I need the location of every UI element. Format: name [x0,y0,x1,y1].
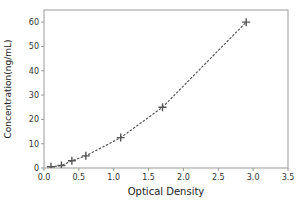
x-tick-label: 0.5 [72,173,85,182]
y-tick-label: 20 [29,115,39,124]
x-tick [288,168,289,171]
data-line [51,22,246,167]
y-tick-label: 10 [29,140,39,149]
y-tick [41,119,44,120]
x-tick-label: 1.0 [107,173,120,182]
y-tick-label: 0 [34,164,39,173]
x-tick-label: 3.5 [282,173,295,182]
x-tick-label: 2.0 [177,173,190,182]
y-tick-label: 30 [29,91,39,100]
y-tick-label: 40 [29,67,39,76]
data-point [57,162,65,168]
x-axis-label: Optical Density [128,186,205,197]
plot-area [47,18,250,168]
x-tick-label: 2.5 [212,173,225,182]
x-tick [253,168,254,171]
y-tick [41,46,44,47]
x-tick-label: 3.0 [247,173,260,182]
y-axis-label: Concentration(ng/mL) [3,40,13,139]
y-tick [41,143,44,144]
y-tick [41,168,44,169]
x-tick-label: 1.5 [142,173,155,182]
x-tick [78,168,79,171]
data-point [117,134,125,142]
y-tick [41,22,44,23]
data-point [47,163,55,168]
chart: 0.0 0.5 1.0 1.5 2.0 2.5 3.0 3.5 0 10 20 30 40 50 60 Opt… [0,0,300,200]
x-tick-label: 0.0 [38,173,51,182]
data-point [159,103,167,111]
y-tick [41,70,44,71]
x-tick [148,168,149,171]
data-point [82,152,90,160]
y-tick-label: 60 [29,18,39,27]
y-tick [41,95,44,96]
plot-frame [44,10,288,168]
x-tick [113,168,114,171]
x-tick [183,168,184,171]
data-point [242,18,250,26]
y-tick-label: 50 [29,42,39,51]
x-tick [218,168,219,171]
data-point [68,157,76,165]
